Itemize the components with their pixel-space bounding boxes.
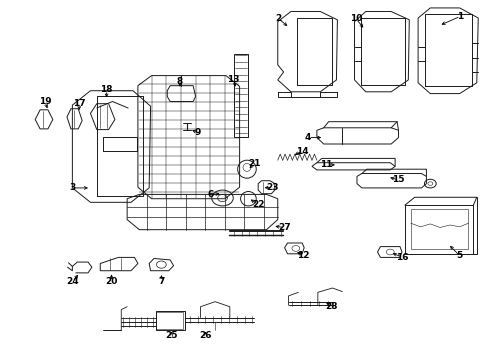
Text: 4: 4 [304,133,311,142]
Text: 28: 28 [325,302,337,311]
Text: 26: 26 [199,331,211,340]
Text: 20: 20 [105,277,118,286]
Text: 2: 2 [275,14,281,23]
Text: 13: 13 [227,75,240,84]
Text: 25: 25 [164,331,177,340]
Text: 27: 27 [278,223,290,232]
Text: 9: 9 [194,128,201,137]
Text: 3: 3 [69,184,75,192]
Text: 18: 18 [100,85,113,94]
Text: 16: 16 [395,253,407,261]
Text: 1: 1 [457,12,463,21]
Text: 17: 17 [73,99,85,108]
Text: 8: 8 [177,77,183,85]
Text: 11: 11 [320,161,332,169]
Text: 14: 14 [295,147,308,156]
Text: 22: 22 [251,200,264,209]
Text: 15: 15 [391,175,404,184]
Text: 19: 19 [39,97,51,106]
Text: 6: 6 [207,190,213,199]
Text: 21: 21 [247,159,260,168]
Text: 5: 5 [456,251,462,260]
Text: 10: 10 [349,14,362,23]
Text: 12: 12 [296,251,309,260]
Text: 7: 7 [158,277,164,286]
Text: 23: 23 [266,183,279,192]
Text: 24: 24 [66,277,79,286]
